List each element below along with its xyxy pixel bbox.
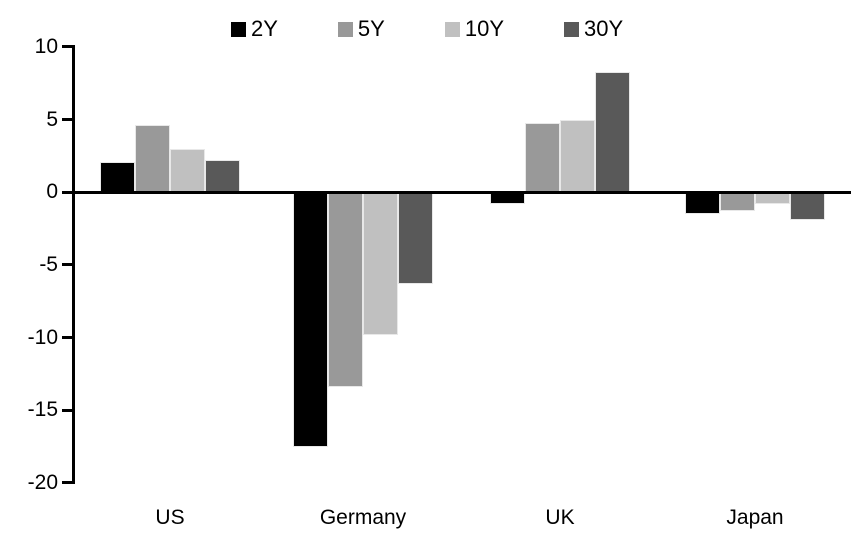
y-tick-label: -10: [27, 325, 58, 349]
legend-swatch-5y: [337, 21, 353, 37]
bar-germany-5y: [328, 192, 363, 388]
bar-us-5y: [135, 125, 170, 193]
legend-item-30y: 30Y: [564, 17, 623, 41]
legend-label-10y: 10Y: [464, 16, 504, 41]
legend-label-2y: 2Y: [251, 16, 278, 41]
legend-label-5y: 5Y: [357, 16, 385, 41]
y-axis-tick: [62, 408, 73, 412]
bar-uk-10y: [560, 119, 595, 193]
y-axis-tick: [62, 263, 73, 267]
legend-swatch-30y: [564, 21, 579, 37]
y-axis-line: [72, 45, 75, 485]
bar-us-30y: [205, 160, 240, 193]
category-label-germany: Germany: [319, 506, 407, 529]
bar-us-10y: [170, 148, 205, 193]
bar-uk-5y: [525, 122, 560, 193]
zero-baseline: [72, 190, 851, 194]
y-axis-tick: [62, 190, 73, 194]
y-tick-label: 0: [46, 180, 58, 204]
y-tick-label: -5: [39, 252, 58, 276]
bar-us-2y: [100, 161, 135, 193]
y-axis-tick: [62, 336, 73, 340]
bar-japan-10y: [755, 192, 790, 204]
legend-item-5y: 5Y: [337, 16, 385, 41]
y-tick-label: 10: [34, 34, 58, 58]
bar-japan-30y: [790, 192, 825, 220]
bar-germany-30y: [398, 192, 433, 284]
y-axis-tick: [62, 118, 73, 122]
bar-germany-2y: [293, 192, 328, 447]
bar-uk-30y: [595, 71, 630, 193]
legend-item-2y: 2Y: [231, 17, 278, 41]
y-axis-tick: [62, 45, 73, 49]
legend-swatch-10y: [444, 21, 460, 37]
category-label-us: US: [155, 506, 185, 529]
y-tick-label: -20: [27, 470, 58, 494]
legend-swatch-2y: [231, 21, 246, 37]
y-tick-label: -15: [27, 398, 58, 422]
legend: 2Y 5Y 10Y 30Y: [231, 17, 623, 41]
bar-germany-10y: [363, 192, 398, 335]
bar-japan-5y: [720, 192, 755, 212]
y-axis-tick: [62, 481, 73, 485]
bar-japan-2y: [685, 192, 720, 215]
legend-label-30y: 30Y: [584, 16, 624, 41]
bar-uk-2y: [490, 192, 525, 204]
y-tick-label: 5: [46, 107, 58, 131]
category-label-japan: Japan: [726, 506, 784, 529]
category-label-uk: UK: [545, 506, 575, 529]
legend-item-10y: 10Y: [444, 16, 504, 41]
